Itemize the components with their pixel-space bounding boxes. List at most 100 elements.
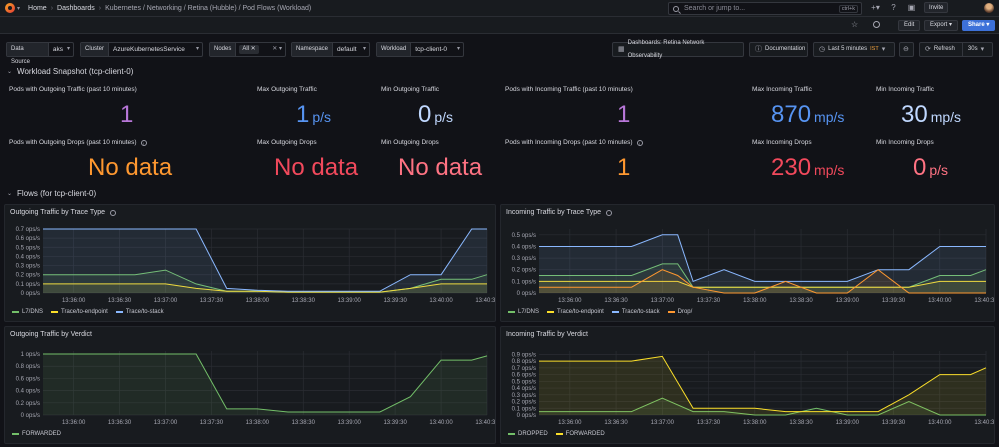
series-line[interactable] (539, 397, 986, 416)
stat-number: 1 (617, 101, 631, 128)
x-tick-label: 13:37:00 (651, 420, 675, 426)
panel-incoming-trace-type[interactable]: 0 ops/s 0.1 ops/s 0.2 ops/s 0.3 ops/s 0.4 op… (500, 204, 995, 322)
chevron-down-icon: ⌄ (7, 191, 13, 197)
chevron-down-icon[interactable]: ▾ (17, 5, 21, 12)
variable-data-source[interactable]: Data Source aks ▾ (6, 42, 74, 65)
chart-svg[interactable]: 0 ops/s0.1 ops/s0.2 ops/s0.3 ops/s0.4 op… (501, 205, 994, 321)
legend-item[interactable]: DROPPED (508, 431, 548, 437)
stat-panel[interactable]: Pods with Outgoing Drops (past 10 minute… (9, 139, 172, 181)
stat-panel[interactable]: Min Incoming Traffic 30 mp/s (876, 86, 961, 128)
stat-panel[interactable]: Pods with Incoming Drops (past 10 minute… (505, 139, 643, 181)
news-icon[interactable]: ▣ (907, 3, 916, 12)
stat-panel[interactable]: Max Outgoing Traffic 1 p/s (257, 86, 331, 128)
legend-item[interactable]: Trace/to-stack (611, 309, 660, 315)
info-icon: ⓘ (755, 46, 762, 53)
chart-svg[interactable]: 0 ops/s0.1 ops/s0.2 ops/s0.3 ops/s0.4 op… (5, 205, 495, 321)
x-tick-label: 13:38:30 (292, 420, 316, 426)
y-tick-label: 0.2 ops/s (16, 273, 40, 279)
help-icon[interactable]: ? (891, 3, 896, 12)
variable-cluster[interactable]: Cluster AzureKubernetesService ▾ (80, 42, 203, 57)
series-line[interactable] (539, 355, 987, 413)
panel-incoming-verdict[interactable]: 0 ops/s 0.1 ops/s 0.2 ops/s 0.3 ops/s 0.4 op… (500, 326, 995, 444)
search-input[interactable]: Search or jump to... ctrl+k (668, 2, 862, 15)
x-tick-label: 13:38:00 (743, 420, 767, 426)
stat-number: 870 (771, 101, 812, 128)
variable-namespace[interactable]: Namespace default ▾ (291, 42, 370, 57)
dashboards-link-button[interactable]: ▦ Dashboards: Retina Network Observabili… (612, 40, 744, 59)
zoom-out-button[interactable]: ⊖ (899, 42, 914, 57)
stat-title-text: Pods with Incoming Traffic (past 10 minu… (505, 86, 633, 93)
chart-svg[interactable]: 0 ops/s 0.2 ops/s 0.4 ops/s 0.6 ops/s 0.8 op… (5, 327, 495, 443)
stat-title: Max Outgoing Drops (257, 139, 317, 146)
star-icon[interactable]: ☆ (851, 20, 859, 29)
breadcrumb-dashboards[interactable]: Dashboards (57, 4, 95, 12)
apps-icon: ▦ (618, 46, 625, 53)
x-tick-label: 13:37:30 (200, 420, 224, 426)
refresh-interval[interactable]: 30s (961, 43, 978, 56)
stat-panel[interactable]: Max Incoming Drops 230 mp/s (752, 139, 844, 181)
time-range-picker[interactable]: ◷ Last 5 minutes IST ▾ (813, 42, 895, 57)
row-header-flows[interactable]: ⌄ Flows (for tcp-client-0) (7, 189, 96, 198)
refresh-button[interactable]: ⟳ Refresh 30s ▾ (919, 42, 993, 57)
legend-item[interactable]: L7/DNS (12, 309, 43, 315)
legend-item[interactable]: Trace/to-stack (115, 309, 164, 315)
legend-item[interactable]: Drop/ (667, 309, 692, 315)
x-tick-label: 13:40:00 (928, 298, 952, 304)
stat-panel[interactable]: Max Incoming Traffic 870 mp/s (752, 86, 844, 128)
stat-panel[interactable]: Pods with Incoming Traffic (past 10 minu… (505, 86, 633, 128)
x-tick-label: 13:36:00 (62, 420, 86, 426)
stat-number: No data (88, 154, 173, 181)
share-button[interactable]: Share ▾ (962, 20, 996, 31)
chevron-right-icon: › (98, 4, 102, 12)
search-icon (673, 5, 679, 12)
series-line[interactable] (43, 353, 488, 413)
legend-item[interactable]: FORWARDED (555, 431, 605, 437)
y-tick-label: 0 ops/s (21, 413, 40, 419)
plus-icon[interactable]: +▾ (871, 3, 880, 12)
series-line[interactable] (539, 234, 986, 283)
stat-panel[interactable]: Pods with Outgoing Traffic (past 10 minu… (9, 86, 137, 128)
avatar[interactable] (984, 3, 994, 13)
documentation-link-button[interactable]: ⓘ Documentation (749, 42, 808, 57)
chevron-down-icon: ▾ (980, 46, 985, 53)
panel-title-text: Incoming Traffic by Verdict (506, 331, 588, 338)
insights-icon[interactable] (873, 21, 880, 28)
stat-unit: mp/s (930, 109, 962, 125)
stat-panel[interactable]: Min Outgoing Traffic 0 p/s (381, 86, 453, 128)
row-header-snapshot[interactable]: ⌄ Workload Snapshot (tcp-client-0) (7, 67, 133, 76)
legend-item[interactable]: FORWARDED (12, 431, 61, 437)
stat-value: 1 (617, 154, 630, 182)
stat-panel[interactable]: Min Outgoing Drops No data (381, 139, 482, 181)
variable-workload[interactable]: Workload tcp-client-0 ▾ (376, 42, 464, 57)
export-button[interactable]: Export ▾ (924, 20, 959, 31)
grafana-logo-icon[interactable] (5, 3, 15, 13)
stat-panel[interactable]: Max Outgoing Drops No data (257, 139, 358, 181)
y-tick-label: 0.3 ops/s (512, 393, 536, 399)
info-icon[interactable]: i (140, 139, 147, 146)
panel-title: Incoming Traffic by Trace Type (506, 209, 613, 216)
legend-item[interactable]: L7/DNS (508, 309, 539, 315)
stat-panel[interactable]: Min Incoming Drops 0 p/s (876, 139, 948, 181)
invite-button[interactable]: Invite (924, 2, 949, 13)
clear-icon[interactable]: ✕ ▾ (272, 46, 282, 52)
series-line[interactable] (43, 228, 487, 292)
panel-outgoing-trace-type[interactable]: 0 ops/s 0.1 ops/s 0.2 ops/s 0.3 ops/s 0.4 op… (4, 204, 496, 322)
info-icon[interactable] (110, 209, 117, 216)
y-tick-label: 0.2 ops/s (512, 268, 536, 274)
chart-svg[interactable]: 0 ops/s0.1 ops/s0.2 ops/s0.3 ops/s0.4 op… (501, 327, 994, 443)
info-icon[interactable] (606, 209, 613, 216)
chevron-down-icon: ▾ (66, 46, 70, 52)
breadcrumb-home[interactable]: Home (28, 4, 47, 12)
legend-item[interactable]: Trace/to-endpoint (51, 309, 108, 315)
series-line[interactable] (43, 283, 487, 293)
series-line[interactable] (539, 269, 986, 294)
info-icon[interactable]: i (636, 139, 643, 146)
series-line[interactable] (539, 280, 986, 288)
legend-item[interactable]: Trace/to-endpoint (547, 309, 604, 315)
panel-outgoing-verdict[interactable]: 0 ops/s 0.2 ops/s 0.4 ops/s 0.6 ops/s 0.8 op… (4, 326, 496, 444)
stat-unit: mp/s (814, 109, 845, 125)
variable-nodes[interactable]: Nodes All ✕ ✕ ▾ (209, 42, 286, 57)
edit-button[interactable]: Edit (898, 20, 921, 31)
stat-number: No data (398, 154, 483, 181)
node-chip[interactable]: All ✕ (239, 45, 259, 54)
